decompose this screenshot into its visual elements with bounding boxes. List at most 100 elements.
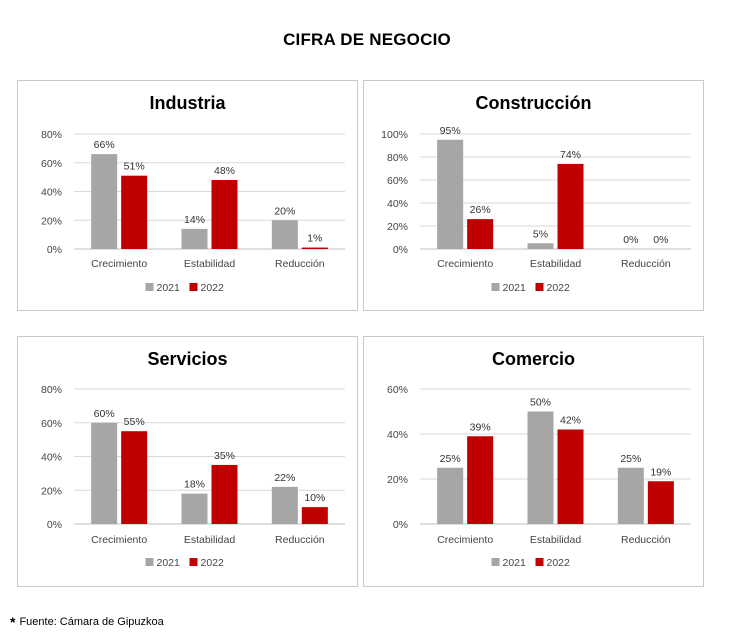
legend-label-2022: 2022 — [201, 282, 225, 294]
category-label: Estabilidad — [184, 258, 236, 270]
category-label: Reducción — [621, 534, 671, 546]
bar-2022-crecimiento — [467, 219, 494, 249]
bar-2022-reduccion — [301, 247, 328, 249]
y-tick-label: 60% — [41, 158, 62, 170]
bar-2021-crecimiento — [91, 422, 118, 524]
bar-2021-crecimiento — [437, 467, 464, 524]
data-label: 25% — [620, 453, 641, 465]
data-label: 51% — [124, 161, 145, 173]
data-label: 35% — [214, 450, 235, 462]
data-label: 0% — [623, 234, 638, 246]
bar-2021-estabilidad — [527, 411, 554, 524]
category-label: Crecimiento — [91, 534, 147, 546]
data-label: 18% — [184, 479, 205, 491]
y-tick-label: 40% — [41, 452, 62, 464]
y-tick-label: 100% — [381, 129, 408, 141]
bar-2022-estabilidad — [211, 180, 238, 249]
data-label: 25% — [440, 453, 461, 465]
legend-label-2021: 2021 — [503, 282, 527, 294]
bar-2022-crecimiento — [467, 436, 494, 524]
bar-2022-estabilidad — [557, 163, 584, 249]
chart-panel-servicios: Servicios 0% 20% 40% 60% 80% 60% 55% Crecimiento… — [17, 336, 358, 587]
category-label: Crecimiento — [437, 258, 493, 270]
legend-label-2021: 2021 — [503, 557, 527, 569]
data-label: 50% — [530, 397, 551, 409]
data-label: 20% — [274, 205, 295, 217]
bar-2021-crecimiento — [437, 139, 464, 249]
legend-swatch-2022 — [189, 283, 198, 291]
chart-title: Comercio — [492, 349, 575, 369]
y-tick-label: 60% — [387, 384, 408, 396]
y-tick-label: 0% — [47, 519, 62, 531]
y-tick-label: 0% — [393, 519, 408, 531]
category-label: Crecimiento — [91, 258, 147, 270]
bar-2022-estabilidad — [211, 464, 238, 524]
data-label: 48% — [214, 165, 235, 177]
data-label: 42% — [560, 415, 581, 427]
legend-swatch-2021 — [491, 558, 500, 566]
chart-svg: Comercio 0% 20% 40% 60% 25% 39% Crecimiento 50% 4… — [387, 349, 691, 569]
y-tick-label: 80% — [41, 384, 62, 396]
footnote: * Fuente: Cámara de Gipuzkoa — [10, 614, 164, 630]
chart-svg: Servicios 0% 20% 40% 60% 80% 60% 55% Crecimiento… — [41, 349, 345, 569]
y-tick-label: 40% — [387, 429, 408, 441]
legend-label-2022: 2022 — [201, 557, 225, 569]
chart-panel-industria: Industria 0% 20% 40% 60% 80% 66% 51% Crecimiento… — [17, 80, 358, 311]
legend-label-2021: 2021 — [157, 282, 181, 294]
category-label: Estabilidad — [184, 534, 236, 546]
data-label: 1% — [307, 233, 322, 245]
y-tick-label: 20% — [41, 485, 62, 497]
bar-2022-estabilidad — [557, 429, 584, 524]
data-label: 5% — [533, 228, 548, 240]
legend-swatch-2022 — [535, 283, 544, 291]
bar-2021-estabilidad — [181, 228, 208, 249]
chart-svg: Construcción 0% 20% 40% 60% 80% 100% 95% 26% Crec… — [381, 93, 691, 294]
bar-2021-estabilidad — [181, 493, 208, 524]
category-label: Estabilidad — [530, 534, 582, 546]
y-tick-label: 20% — [387, 221, 408, 233]
chart-panel-construccion: Construcción 0% 20% 40% 60% 80% 100% 95% 26% Crec… — [363, 80, 704, 311]
footnote-marker: * — [10, 614, 16, 630]
y-tick-label: 60% — [41, 418, 62, 430]
category-label: Reducción — [275, 534, 325, 546]
y-tick-label: 20% — [41, 215, 62, 227]
bar-2022-crecimiento — [121, 431, 148, 524]
data-label: 10% — [304, 492, 325, 504]
chart-title: Construcción — [475, 93, 591, 113]
data-label: 14% — [184, 214, 205, 226]
data-label: 60% — [94, 408, 115, 420]
bar-2022-reduccion — [301, 507, 328, 524]
y-tick-label: 0% — [47, 244, 62, 256]
data-label: 95% — [440, 125, 461, 137]
data-label: 19% — [650, 466, 671, 478]
data-label: 66% — [94, 139, 115, 151]
page-title: CIFRA DE NEGOCIO — [283, 30, 451, 49]
legend-swatch-2021 — [145, 283, 154, 291]
y-tick-label: 40% — [41, 187, 62, 199]
bar-2021-reduccion — [271, 486, 298, 524]
y-tick-label: 20% — [387, 474, 408, 486]
legend-swatch-2021 — [491, 283, 500, 291]
category-label: Crecimiento — [437, 534, 493, 546]
chart-title: Industria — [149, 93, 226, 113]
category-label: Reducción — [621, 258, 671, 270]
data-label: 39% — [470, 421, 491, 433]
data-label: 55% — [124, 416, 145, 428]
legend-label-2022: 2022 — [547, 282, 571, 294]
bar-2021-crecimiento — [91, 154, 118, 249]
legend-label-2021: 2021 — [157, 557, 181, 569]
data-label: 74% — [560, 149, 581, 161]
category-label: Estabilidad — [530, 258, 582, 270]
y-tick-label: 0% — [393, 244, 408, 256]
y-tick-label: 40% — [387, 198, 408, 210]
chart-title: Servicios — [147, 349, 227, 369]
legend-swatch-2021 — [145, 558, 154, 566]
y-tick-label: 80% — [41, 129, 62, 141]
chart-panel-comercio: Comercio 0% 20% 40% 60% 25% 39% Crecimiento 50% 4… — [363, 336, 704, 587]
y-tick-label: 80% — [387, 152, 408, 164]
bar-2022-crecimiento — [121, 175, 148, 249]
chart-svg: Industria 0% 20% 40% 60% 80% 66% 51% Crecimiento… — [41, 93, 345, 294]
data-label: 0% — [653, 234, 668, 246]
bar-2021-reduccion — [271, 220, 298, 249]
legend-label-2022: 2022 — [547, 557, 571, 569]
